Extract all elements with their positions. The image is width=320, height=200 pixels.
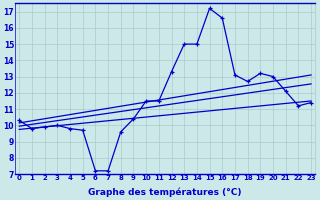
X-axis label: Graphe des températures (°C): Graphe des températures (°C) [88,187,242,197]
